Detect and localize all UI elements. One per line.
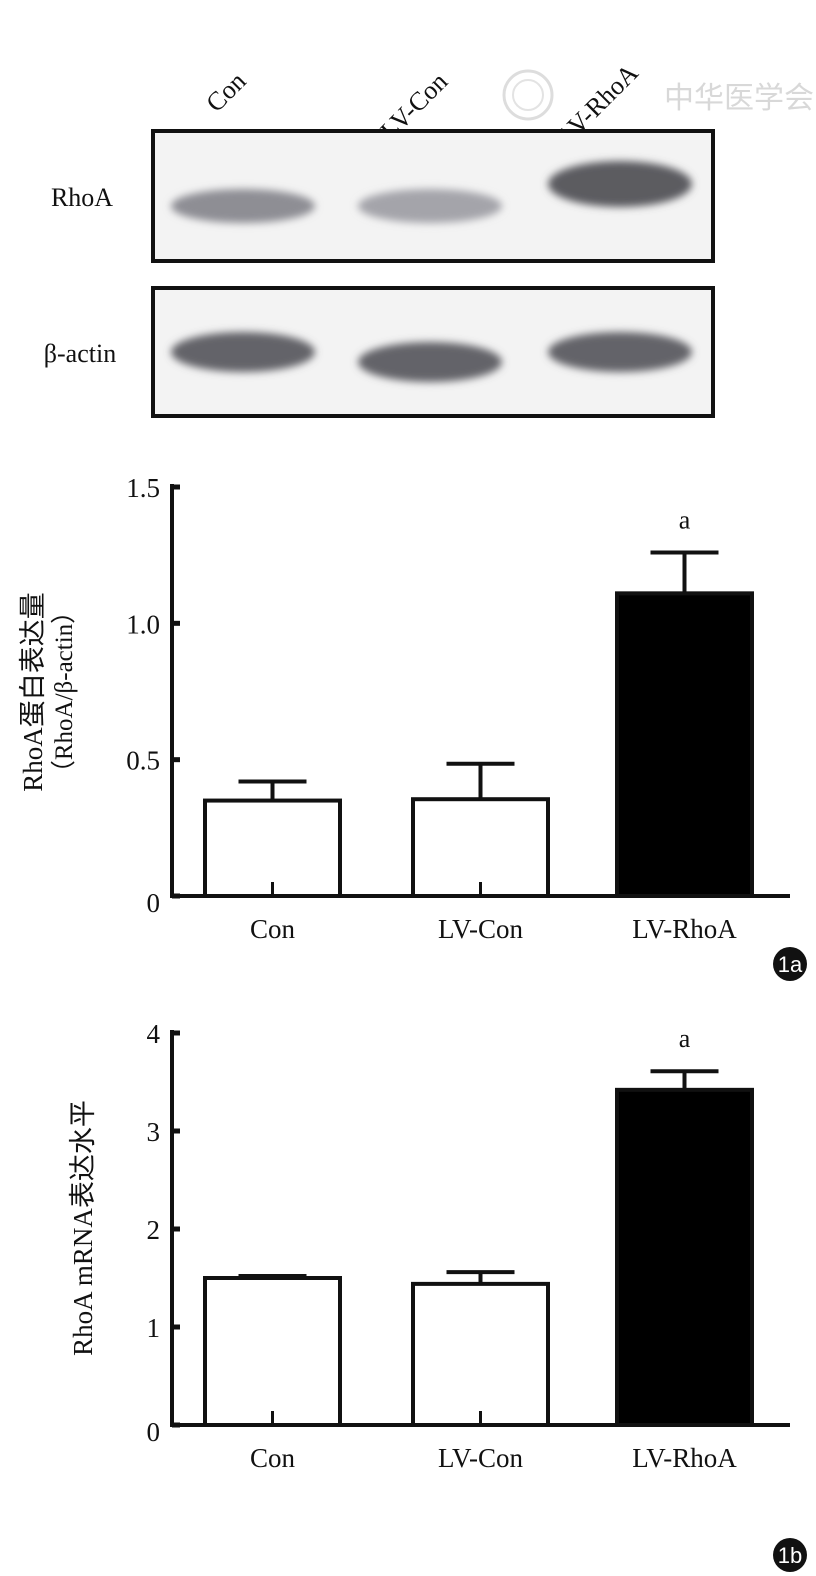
blot-band: [171, 332, 315, 372]
x-tick-label: LV-Con: [438, 1443, 524, 1473]
blot-band: [548, 161, 692, 207]
y-tick-label: 1.0: [126, 609, 160, 639]
bar: [411, 797, 550, 898]
blot-band: [358, 342, 502, 382]
watermark-seal-inner: [512, 79, 544, 111]
panel-badge: [773, 947, 807, 981]
y-axis-label: RhoA蛋白表达量: [18, 592, 48, 792]
y-tick-label: 3: [147, 1117, 161, 1147]
blot-band: [358, 189, 502, 223]
y-tick-label: 1.5: [126, 473, 160, 503]
blot-band: [548, 332, 692, 372]
blot-band: [171, 189, 315, 223]
y-tick-label: 0.5: [126, 746, 160, 776]
blot-row-label: β-actin: [44, 339, 116, 368]
significance-label: a: [679, 1024, 691, 1053]
chart-1a: Con LV-Con a LV-RhoA 0 0.5 1.0 1.5 RhoA蛋白表达量 （Rho…: [18, 473, 807, 981]
watermark-seal-icon: [502, 69, 554, 121]
x-tick-label: Con: [250, 1443, 296, 1473]
x-tick-label: LV-RhoA: [632, 914, 737, 944]
lane-label: Con: [200, 66, 251, 117]
x-tick-label: Con: [250, 914, 296, 944]
bar: [203, 1276, 342, 1427]
watermark: 中华医学会: [502, 69, 814, 121]
bar: [203, 798, 342, 898]
panel-label: 1b: [778, 1543, 802, 1568]
y-axis-label: RhoA mRNA表达水平: [68, 1100, 98, 1356]
watermark-text: 中华医学会: [664, 81, 814, 116]
panel-badge: [773, 1538, 807, 1572]
y-tick-label: 0: [147, 888, 161, 918]
y-tick-label: 0: [147, 1417, 161, 1447]
significance-label: a: [679, 505, 691, 534]
x-tick-label: LV-RhoA: [632, 1443, 737, 1473]
bar: [615, 591, 754, 899]
y-tick-label: 4: [147, 1019, 161, 1049]
y-tick-label: 2: [147, 1215, 161, 1245]
x-tick-label: LV-Con: [438, 914, 524, 944]
bar: [411, 1281, 550, 1427]
blot-row-label: RhoA: [51, 183, 113, 212]
y-axis-label-secondary: （RhoA/β-actin）: [50, 599, 78, 785]
y-tick-label: 1: [147, 1313, 161, 1343]
bar: [615, 1087, 754, 1427]
chart-1b: Con LV-Con a LV-RhoA 0 1 2 3 4 RhoA mRNA表达水平 1b: [68, 1019, 807, 1572]
panel-label: 1a: [778, 952, 803, 977]
